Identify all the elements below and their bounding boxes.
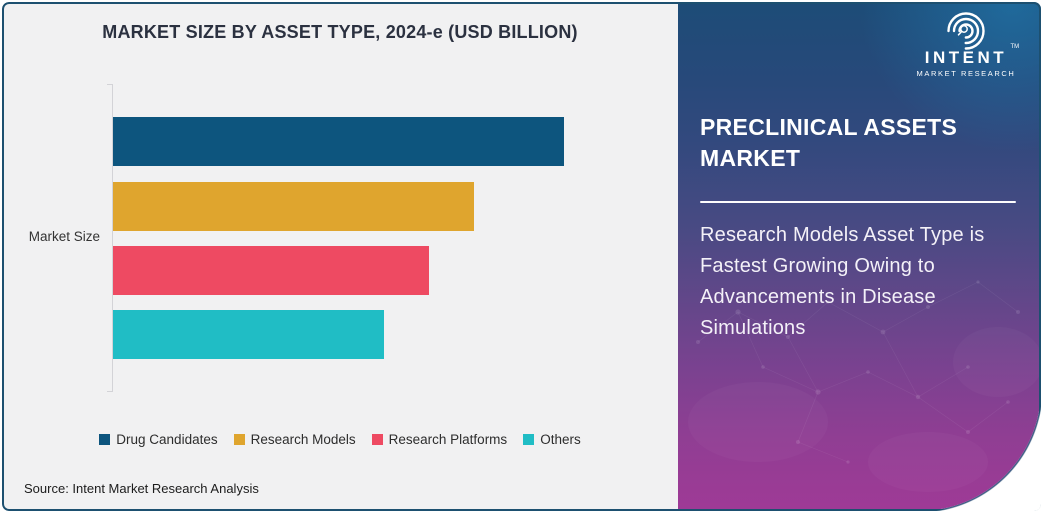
bar-research-models [113, 182, 474, 231]
axis-tick-top [107, 84, 113, 85]
legend-swatch [523, 434, 535, 445]
legend-swatch [233, 434, 245, 445]
panel-subheading: Research Models Asset Type is Fastest Gr… [700, 224, 985, 339]
legend-item-research-models: Research Models [233, 432, 356, 447]
legend-item-others: Others [523, 432, 581, 447]
radar-signal-icon [947, 12, 985, 50]
bar-others [113, 310, 384, 359]
legend-label: Others [540, 432, 581, 447]
y-axis-label: Market Size [28, 229, 100, 244]
bar-chart-plot [107, 84, 658, 392]
legend-swatch [371, 434, 383, 445]
panel-divider [700, 201, 1016, 203]
constellation-pattern [696, 280, 1020, 464]
right-info-panel: INTENT TM MARKET RESEARCH PRECLINICAL ASS… [678, 2, 1041, 511]
bar-drug-candidates [113, 117, 565, 166]
chart-title: MARKET SIZE BY ASSET TYPE, 2024-e (USD B… [102, 22, 578, 42]
legend-swatch [99, 434, 111, 445]
logo-tagline: MARKET RESEARCH [916, 69, 1016, 78]
logo-wordmark: INTENT TM [924, 44, 1020, 67]
legend-item-research-platforms: Research Platforms [371, 432, 508, 447]
legend-item-drug-candidates: Drug Candidates [99, 432, 218, 447]
axis-tick-bottom [107, 391, 113, 392]
y-axis-line [112, 84, 113, 392]
chart-legend: Drug Candidates Research Models Research P… [2, 432, 678, 447]
intent-market-research-logo: INTENT TM MARKET RESEARCH [907, 10, 1025, 78]
bar-research-platforms [113, 246, 429, 295]
legend-label: Research Platforms [388, 432, 508, 447]
trademark-symbol: TM [1010, 44, 1020, 50]
panel-heading: PRECLINICAL ASSETS MARKET [700, 114, 958, 171]
legend-label: Research Models [250, 432, 356, 447]
chart-section: MARKET SIZE BY ASSET TYPE, 2024-e (USD B… [2, 2, 678, 511]
source-note: Source: Intent Market Research Analysis [24, 481, 259, 496]
legend-label: Drug Candidates [116, 432, 218, 447]
